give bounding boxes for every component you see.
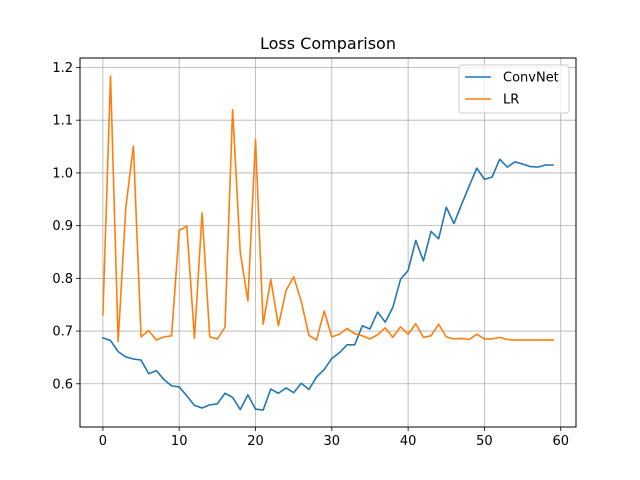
y-tick-label: 0.6 [52,377,73,392]
series-layer [101,75,554,411]
legend-label-lr: LR [503,93,519,108]
y-tick-label: 1.2 [52,61,73,76]
x-axis: 0 10 20 30 40 50 60 [99,427,569,449]
y-tick-label: 0.7 [52,325,73,340]
legend-label-convnet: ConvNet [503,71,559,86]
y-tick-label: 0.8 [52,272,73,287]
x-tick-label: 10 [171,434,188,449]
x-tick-label: 30 [324,434,341,449]
plot-frame [79,57,577,428]
grid [80,58,576,427]
legend: ConvNet LR [458,64,570,114]
x-tick-label: 60 [552,434,569,449]
x-tick-label: 40 [400,434,417,449]
y-axis: 0.6 0.7 0.8 0.9 1.0 1.1 1.2 [52,61,80,392]
series-line-lr [102,75,554,343]
y-tick-label: 1.0 [52,166,73,181]
x-tick-label: 20 [247,434,264,449]
x-tick-label: 50 [476,434,493,449]
y-tick-label: 0.9 [52,219,73,234]
x-tick-label: 0 [99,434,107,449]
chart-title: Loss Comparison [260,34,396,53]
y-tick-label: 1.1 [52,114,73,129]
series-line-convnet [101,158,554,411]
